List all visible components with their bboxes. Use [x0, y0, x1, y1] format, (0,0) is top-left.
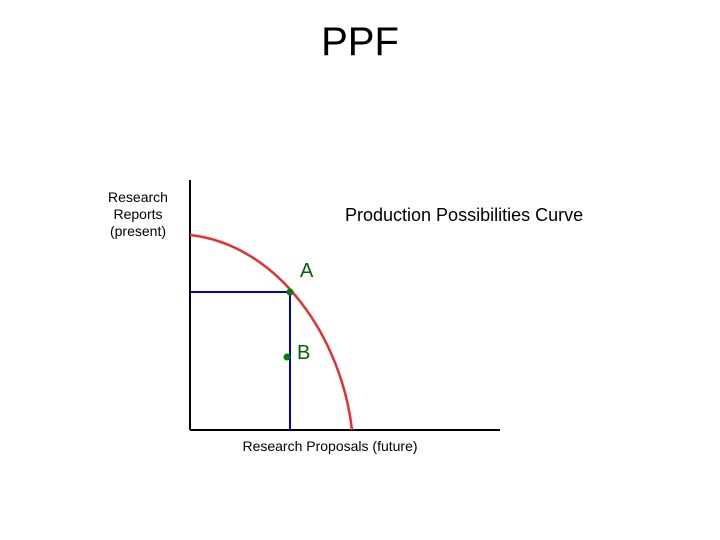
point-a-dot [287, 289, 294, 296]
point-b-dot [284, 354, 291, 361]
point-a-label: A [300, 260, 313, 283]
x-axis-label: Research Proposals (future) [230, 438, 430, 454]
x-axis-label-text: Research Proposals (future) [242, 438, 417, 454]
point-a-label-text: A [300, 260, 313, 282]
point-b-label-text: B [297, 342, 310, 364]
ppf-chart: Research Reports (present) Production Po… [100, 180, 600, 480]
page-title: PPF [0, 20, 720, 65]
point-b-label: B [297, 342, 310, 365]
chart-svg [100, 180, 600, 480]
ppf-curve [190, 235, 352, 430]
